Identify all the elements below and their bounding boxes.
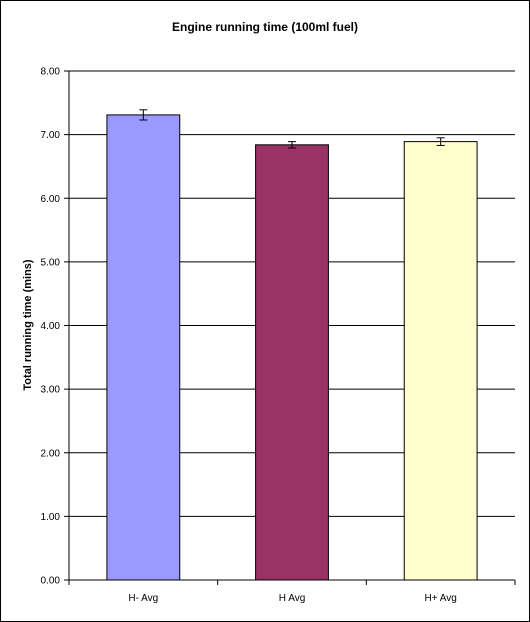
tick-labels: 0.00 1.00 2.00 3.00 4.00 5.00 6.00 7.00 8.00 H- A…: [41, 67, 457, 605]
y-tick-label: 1.00: [41, 512, 61, 523]
y-tick-label: 3.00: [41, 385, 61, 396]
bar: [255, 144, 329, 581]
bar: [403, 141, 478, 581]
y-tick-label: 6.00: [41, 194, 61, 205]
x-tick-label: H Avg: [279, 593, 306, 604]
y-tick-label: 5.00: [41, 257, 61, 268]
bars: [106, 109, 478, 581]
y-tick-label: 8.00: [41, 67, 61, 78]
y-tick-label: 0.00: [41, 576, 61, 587]
x-tick-label: H+ Avg: [424, 593, 456, 604]
y-axis-label: Total running time (mins): [22, 259, 34, 391]
axes: [64, 70, 516, 585]
bar: [106, 114, 181, 581]
y-tick-label: 4.00: [41, 321, 61, 332]
y-tick-label: 2.00: [41, 448, 61, 459]
y-tick-label: 7.00: [41, 130, 61, 141]
x-tick-label: H- Avg: [128, 593, 158, 604]
chart-title: Engine running time (100ml fuel): [172, 20, 358, 34]
